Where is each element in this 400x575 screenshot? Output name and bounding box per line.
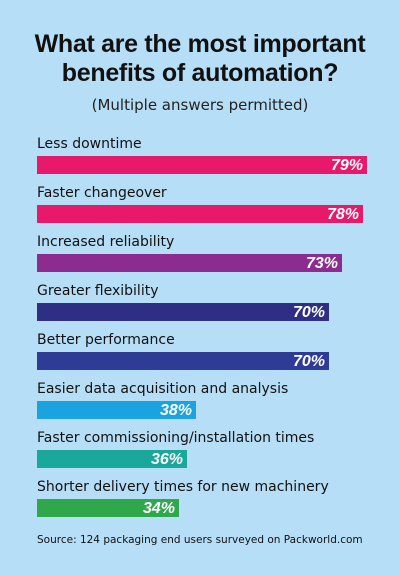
source-note: Source: 124 packaging end users surveyed… <box>37 534 363 546</box>
bar: 70% <box>37 352 329 370</box>
category-label: Less downtime <box>37 136 142 152</box>
bar: 78% <box>37 205 363 223</box>
chart-title: What are the most important benefits of … <box>34 30 366 87</box>
bar-row: Greater flexibility 70% <box>37 283 367 327</box>
value-label: 70% <box>292 353 325 370</box>
category-label: Faster commissioning/installation times <box>37 430 315 446</box>
value-label: 78% <box>326 206 359 223</box>
value-label: 38% <box>159 402 192 419</box>
bar: 73% <box>37 254 342 272</box>
bar: 36% <box>37 450 187 468</box>
bar: 70% <box>37 303 329 321</box>
bar-row: Shorter delivery times for new machinery… <box>37 479 367 523</box>
bar: 34% <box>37 499 179 517</box>
value-label: 70% <box>292 304 325 321</box>
category-label: Easier data acquisition and analysis <box>37 381 289 397</box>
bar: 79% <box>37 156 367 174</box>
bar-row: Increased reliability 73% <box>37 234 367 278</box>
category-label: Faster changeover <box>37 185 167 201</box>
bar-row: Faster changeover 78% <box>37 185 367 229</box>
category-label: Shorter delivery times for new machinery <box>37 479 329 495</box>
category-label: Better performance <box>37 332 175 348</box>
value-label: 34% <box>142 500 175 517</box>
value-label: 36% <box>150 451 183 468</box>
category-label: Greater flexibility <box>37 283 159 299</box>
bar-row: Faster commissioning/installation times 3… <box>37 430 367 474</box>
bar-row: Less downtime 79% <box>37 136 367 180</box>
value-label: 73% <box>305 255 338 272</box>
bar: 38% <box>37 401 196 419</box>
chart-subtitle: (Multiple answers permitted) <box>91 96 309 114</box>
category-label: Increased reliability <box>37 234 175 250</box>
bar-row: Better performance 70% <box>37 332 367 376</box>
bar-row: Easier data acquisition and analysis 38% <box>37 381 367 425</box>
value-label: 79% <box>330 157 363 174</box>
